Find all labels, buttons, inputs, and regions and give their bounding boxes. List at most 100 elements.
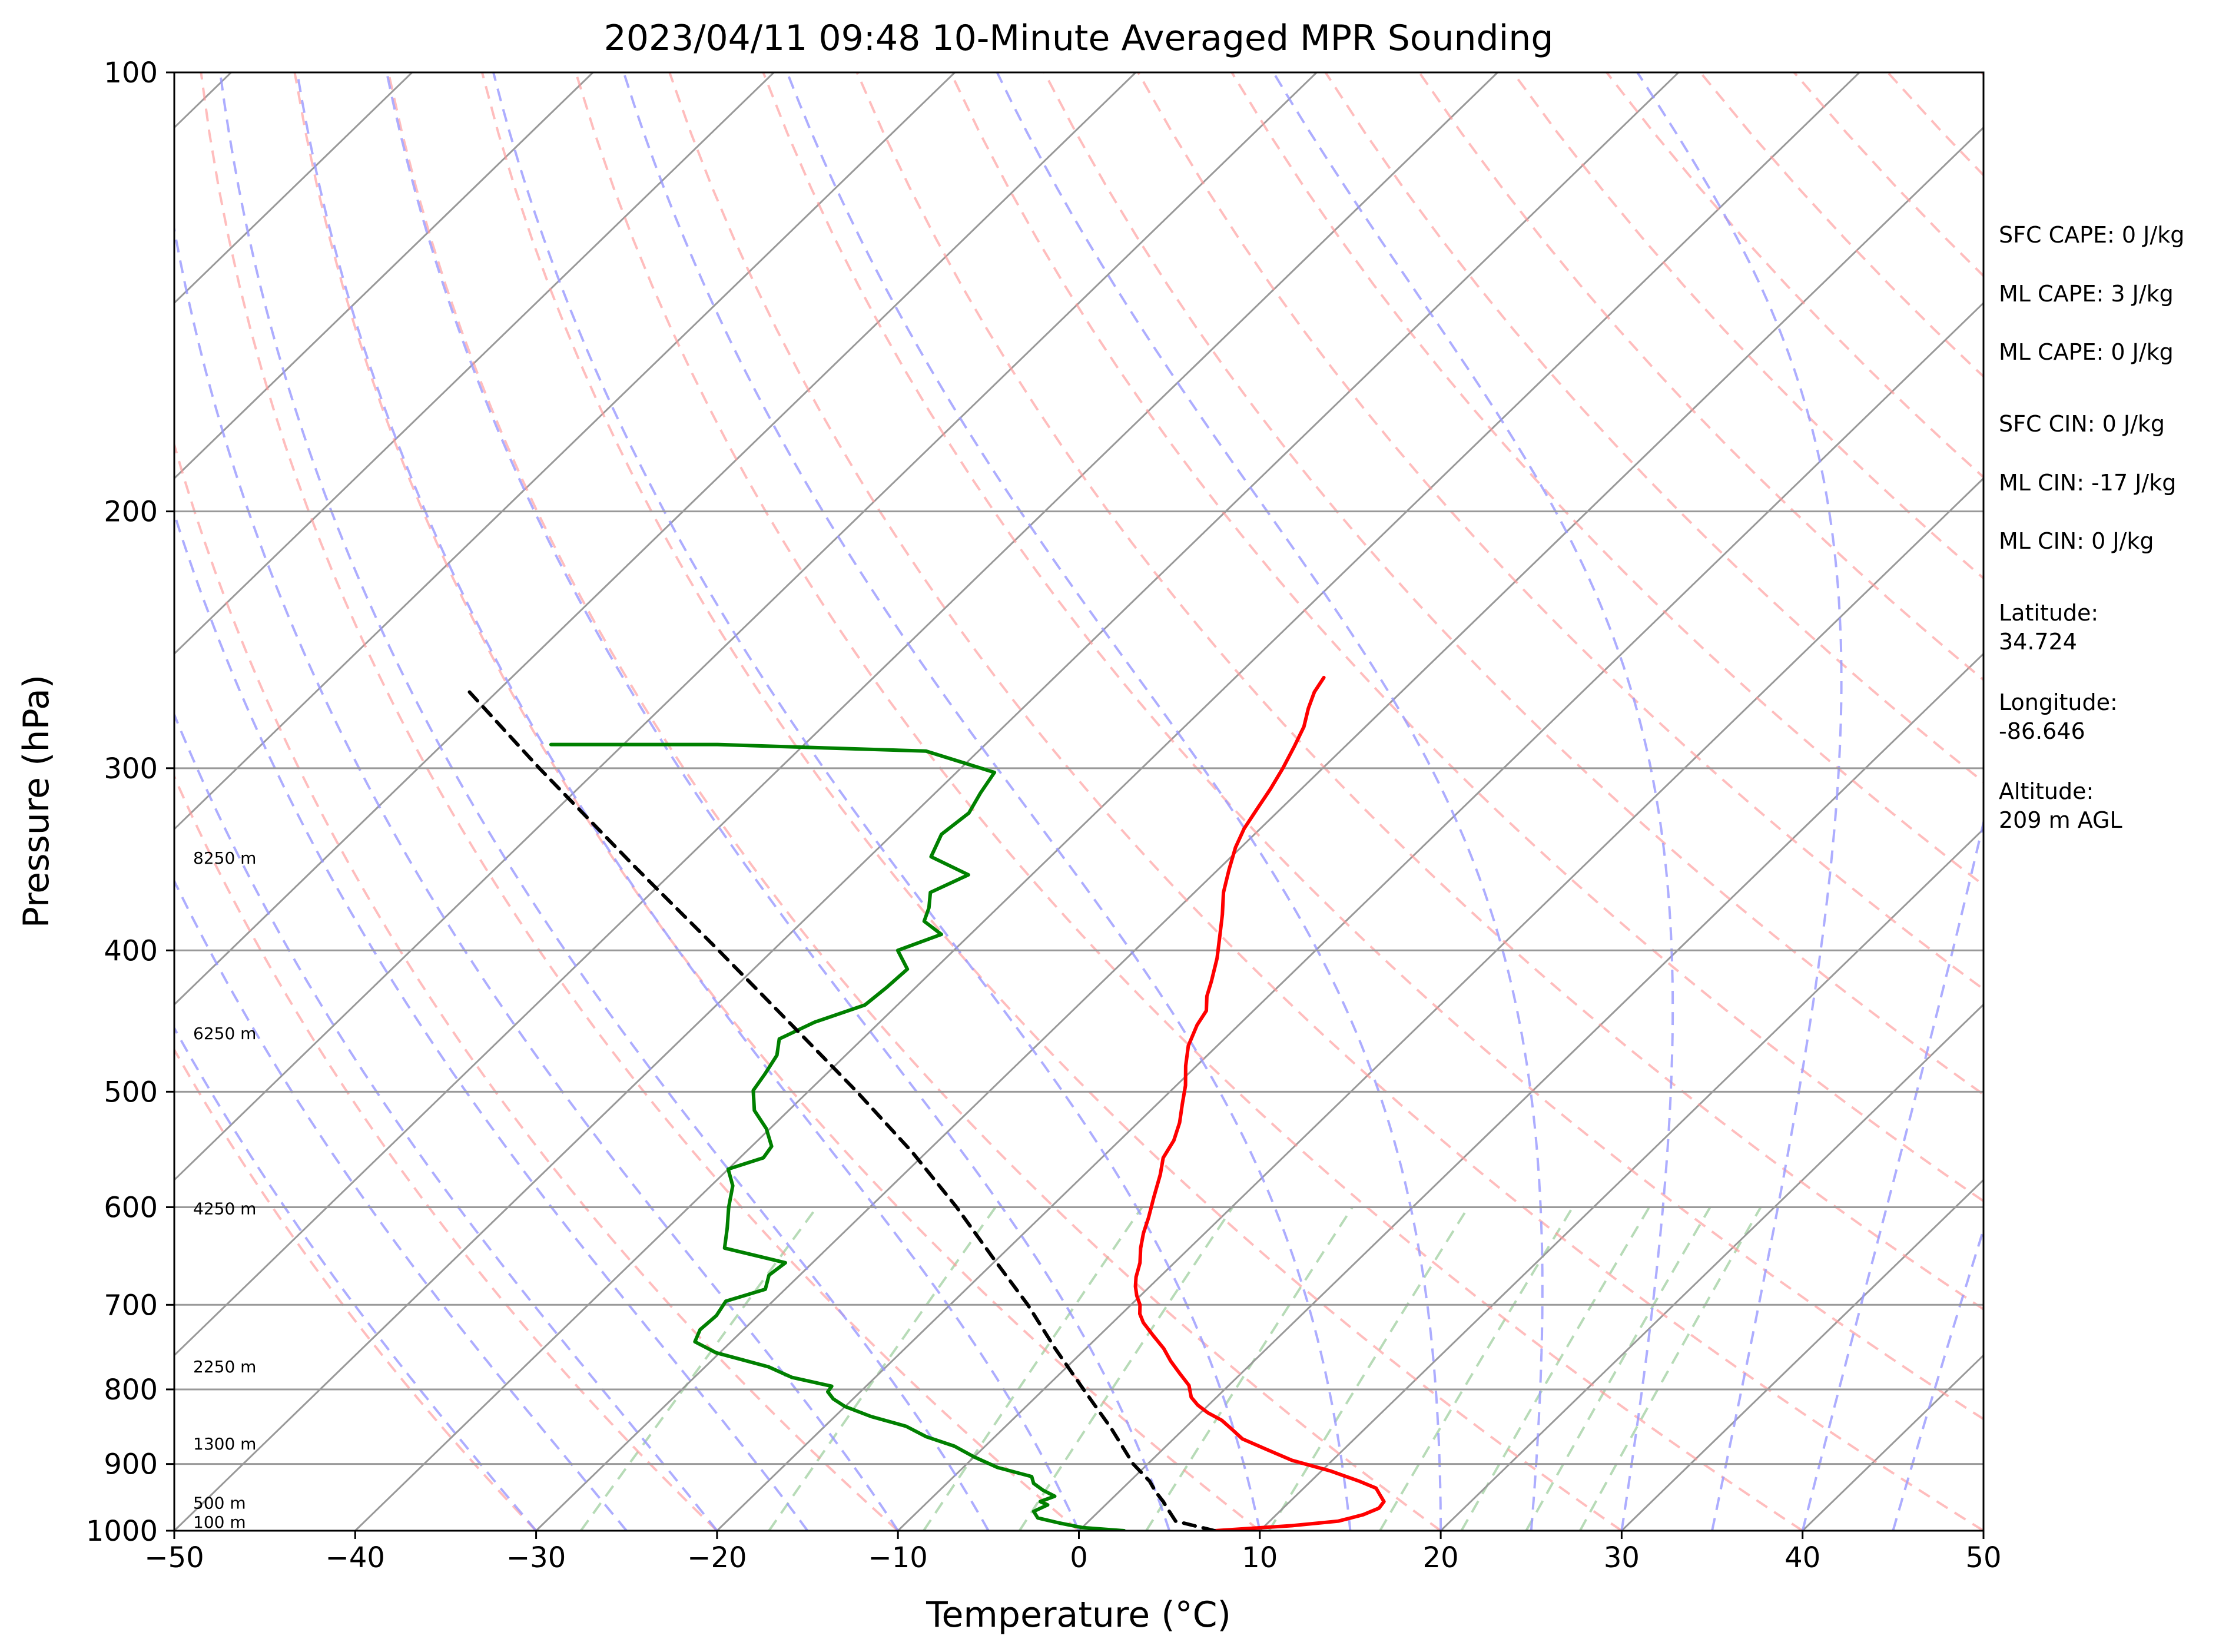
isotherm-line <box>2164 72 2229 1531</box>
height-label: 2250 m <box>193 1357 256 1376</box>
moist-adiabat-line <box>218 72 990 1531</box>
height-label: 4250 m <box>193 1199 256 1218</box>
dry-adiabat-line <box>387 72 1442 1531</box>
y-tick-label: 500 <box>104 1076 158 1109</box>
y-tick-label: 400 <box>104 934 158 967</box>
y-tick-label: 100 <box>104 57 158 89</box>
y-axis-label: Pressure (hPa) <box>16 675 57 928</box>
info-text: ML CAPE: 0 J/kg <box>1999 339 2174 365</box>
moist-adiabat-line <box>174 223 899 1531</box>
mixing-ratio-line <box>1018 1206 1234 1531</box>
dry-adiabat-line <box>1137 72 1983 991</box>
info-text: 34.724 <box>1999 629 2077 655</box>
mixing-ratio-line <box>1268 1206 1470 1531</box>
isotherm-line <box>174 72 775 655</box>
isotherm-line <box>1078 652 1983 1531</box>
x-tick-label: 50 <box>1965 1541 2001 1574</box>
plot-area <box>174 72 2229 1531</box>
moist-adiabat-line <box>174 711 718 1531</box>
moist-adiabat-lines <box>174 72 1983 1531</box>
dry-adiabat-line <box>174 1047 538 1531</box>
x-tick-label: 40 <box>1784 1541 1820 1574</box>
y-tick-label: 700 <box>104 1289 158 1322</box>
x-axis-label: Temperature (°C) <box>926 1594 1231 1636</box>
isotherm-line <box>174 72 956 831</box>
dry-adiabat-line <box>1043 72 1983 1096</box>
moist-adiabat-line <box>174 878 628 1531</box>
moist-adiabat-line <box>996 72 1544 1531</box>
y-tick-label: 200 <box>104 496 158 529</box>
y-tick-label: 1000 <box>86 1515 158 1548</box>
isotherm-line <box>174 72 1318 1182</box>
dry-adiabat-line <box>200 72 1080 1531</box>
info-text: ML CIN: 0 J/kg <box>1999 528 2154 554</box>
moist-adiabat-line <box>174 509 809 1531</box>
info-text: -86.646 <box>1999 718 2085 744</box>
isotherm-line <box>174 72 1498 1357</box>
height-label: 1300 m <box>193 1434 256 1454</box>
isobar-gridlines <box>174 510 1983 1465</box>
height-label: 8250 m <box>193 848 256 868</box>
moist-adiabat-line <box>1892 1225 1983 1531</box>
info-text: ML CIN: -17 J/kg <box>1999 470 2176 496</box>
isotherm-line <box>1621 1179 1983 1531</box>
isotherm-line <box>174 72 1680 1531</box>
x-tick-label: −10 <box>868 1541 928 1574</box>
moist-adiabat-line <box>1636 72 1843 1531</box>
x-tick-label: 20 <box>1423 1541 1459 1574</box>
info-text: Longitude: <box>1999 689 2118 715</box>
isotherm-line <box>174 72 594 480</box>
y-tick-label: 800 <box>104 1374 158 1406</box>
info-text: 209 m AGL <box>1999 807 2122 833</box>
dry-adiabat-line <box>174 440 899 1531</box>
dry-adiabat-line <box>1418 72 1983 682</box>
mixing-ratio-line <box>1379 1206 1574 1531</box>
info-text: Altitude: <box>1999 778 2094 804</box>
moist-adiabat-line <box>492 72 1261 1531</box>
x-tick-label: 30 <box>1604 1541 1640 1574</box>
x-axis-ticks: −50 −40 −30 −20 −10 0 10 20 30 40 50 <box>144 1531 2002 1574</box>
parcel-path-line <box>467 690 1216 1531</box>
isotherm-line <box>174 72 413 304</box>
moist-adiabat-line <box>1801 817 1983 1531</box>
isotherm-lines <box>174 72 2229 1531</box>
x-tick-label: −40 <box>326 1541 385 1574</box>
isotherm-line <box>897 477 1983 1531</box>
dry-adiabat-lines <box>174 72 2229 1531</box>
y-tick-label: 600 <box>104 1191 158 1224</box>
dry-adiabat-line <box>949 72 1983 1203</box>
moist-adiabat-line <box>296 72 1080 1531</box>
height-label: 6250 m <box>193 1024 256 1043</box>
moist-adiabat-line <box>786 72 1442 1531</box>
dewpoint-line <box>549 742 1126 1531</box>
info-panel: SFC CAPE: 0 J/kg ML CAPE: 3 J/kg ML CAPE: … <box>1999 222 2184 833</box>
moist-adiabat-line <box>622 72 1352 1531</box>
moist-adiabat-line <box>385 72 1171 1531</box>
chart-title: 2023/04/11 09:48 10-Minute Averaged MPR … <box>604 18 1554 59</box>
isotherm-line <box>535 126 1983 1531</box>
isotherm-line <box>354 72 1860 1531</box>
x-tick-label: −50 <box>144 1541 204 1574</box>
isotherm-line <box>716 301 1983 1531</box>
mixing-ratio-line <box>1525 1206 1711 1531</box>
info-text: SFC CAPE: 0 J/kg <box>1999 222 2184 248</box>
dry-adiabat-line <box>2169 72 2229 1531</box>
dry-adiabat-line <box>293 72 1261 1531</box>
isotherm-line <box>174 72 1137 1006</box>
dry-adiabat-line <box>668 72 1983 1531</box>
moist-adiabat-line <box>174 1026 538 1531</box>
temperature-line <box>1133 675 1386 1531</box>
y-tick-label: 900 <box>104 1448 158 1481</box>
dry-adiabat-line <box>575 72 1803 1531</box>
x-tick-label: 0 <box>1070 1541 1088 1574</box>
x-tick-label: 10 <box>1242 1541 1278 1574</box>
sounding-series <box>467 675 1386 1531</box>
info-text: SFC CIN: 0 J/kg <box>1999 411 2165 437</box>
info-text: Latitude: <box>1999 600 2098 626</box>
isotherm-line <box>1259 828 1983 1531</box>
height-label: 500 m <box>193 1493 246 1512</box>
mixing-ratio-line <box>1145 1206 1354 1531</box>
y-axis-ticks: 100 200 300 400 500 600 700 800 900 1000 <box>86 57 174 1548</box>
dry-adiabat-line <box>1324 72 1983 784</box>
